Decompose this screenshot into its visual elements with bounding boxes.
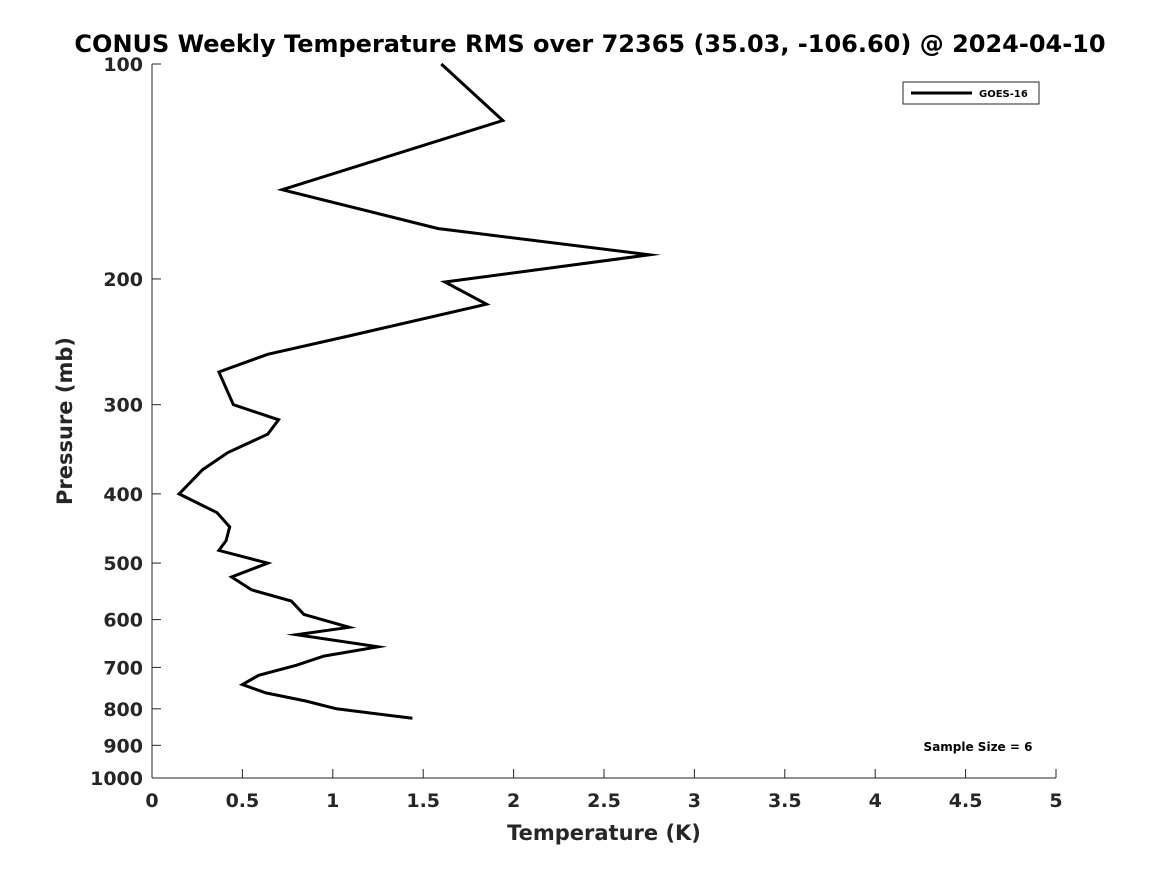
sample-size-annotation: Sample Size = 6 — [924, 740, 1033, 754]
legend: GOES-16 — [902, 81, 1040, 105]
x-tick-label: 3 — [688, 790, 701, 812]
series-group — [176, 62, 661, 720]
y-tick-label: 200 — [103, 269, 143, 291]
x-axis-label: Temperature (K) — [507, 821, 701, 845]
x-tick-label: 1 — [326, 790, 339, 812]
x-tick-label: 5 — [1049, 790, 1062, 812]
y-tick-label: 1000 — [90, 768, 143, 790]
y-tick-label: 300 — [103, 395, 143, 417]
y-axis-label: Pressure (mb) — [53, 337, 77, 505]
y-tick-label: 800 — [103, 699, 143, 721]
x-tick-label: 3.5 — [768, 790, 802, 812]
x-ticks: 0 0.5 1 1.5 2 2.5 3 3.5 4 4.5 5 — [145, 769, 1063, 812]
plot-area — [151, 64, 1056, 779]
y-tick-label: 100 — [103, 54, 143, 76]
x-tick-label: 2.5 — [587, 790, 621, 812]
y-tick-label: 500 — [103, 553, 143, 575]
x-tick-label: 1.5 — [406, 790, 440, 812]
series-line — [176, 62, 661, 720]
y-ticks: 100 200 300 400 500 600 700 800 900 1000 — [90, 54, 161, 790]
y-tick-label: 900 — [103, 735, 143, 757]
x-tick-label: 0.5 — [226, 790, 260, 812]
y-tick-label: 600 — [103, 610, 143, 632]
x-tick-label: 0 — [145, 790, 158, 812]
x-tick-label: 4.5 — [949, 790, 983, 812]
y-tick-label: 700 — [103, 657, 143, 679]
x-tick-label: 4 — [869, 790, 882, 812]
x-tick-label: 2 — [507, 790, 520, 812]
legend-label: GOES-16 — [979, 89, 1028, 100]
y-tick-label: 400 — [103, 484, 143, 506]
chart-title: CONUS Weekly Temperature RMS over 72365 … — [74, 30, 1105, 58]
